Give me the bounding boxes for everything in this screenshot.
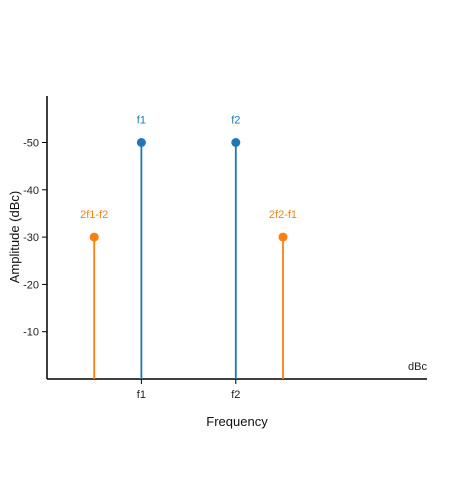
y-tick-label: -10 [23,327,39,339]
stem-marker [136,138,146,147]
stem-marker [89,232,99,242]
x-tick-label: f1 [137,389,146,401]
x-axis-title: Frequency [206,414,268,429]
y-tick-label: -50 [23,138,39,150]
stem-label: 2f2-f1 [269,209,297,221]
x-ticks: f1 f2 [137,379,240,401]
y-tick-label: -30 [23,232,39,244]
stem-marker [278,232,288,242]
stem-label: f2 [231,115,240,127]
y-tick-label: -20 [23,279,39,291]
unit-label: dBc [408,361,427,373]
stems: f1 f2 2f1-f2 2f2-f1 [80,115,297,379]
y-axis-title: Amplitude (dBc) [7,191,22,283]
y-ticks: -10 -20 -30 -40 -50 [23,138,47,339]
y-tick-label: -40 [23,185,39,197]
stem-label: 2f1-f2 [80,209,108,221]
stem-marker [231,138,241,147]
stem-label: f1 [137,115,146,127]
x-tick-label: f2 [231,389,240,401]
